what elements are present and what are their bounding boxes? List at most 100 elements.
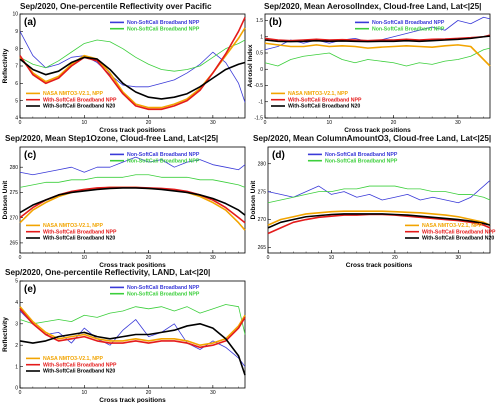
chart-a-series-0-line [19, 31, 246, 103]
chart-a-series-3-line [19, 17, 246, 111]
chart-b-legend-entry: NASA NMTO3-V2.1, NPP [288, 91, 348, 97]
chart-e-xlabel: Cross track positions [99, 397, 166, 403]
chart-e-series-2-line [19, 306, 246, 347]
chart-c-legend-entry: With-SoftCali Broadband N20 [43, 236, 115, 242]
chart-b-xtick-label-0: 0 [264, 120, 267, 126]
chart-c-xtick-label-2: 20 [146, 255, 152, 261]
chart-c-xlabel: Cross track positions [99, 262, 166, 269]
chart-b-ytick-label-6: 1.5 [256, 18, 263, 24]
chart-b-xtick-label-2: 20 [391, 120, 397, 126]
chart-e-ylabel: Reflectivity [2, 317, 9, 352]
chart-b-xlabel: Cross track positions [344, 127, 411, 134]
chart-a-xtick-label-1: 10 [82, 120, 88, 126]
chart-a-series-4-line [19, 56, 246, 100]
chart-a-series-1-line [19, 39, 246, 72]
chart-d-xtick-label-0: 0 [267, 255, 270, 261]
chart-b-legend-entry: With-SoftCali Broadband NPP [288, 97, 362, 103]
chart-e-xtick-label-3: 30 [210, 390, 216, 396]
chart-a-xlabel: Cross track positions [99, 127, 166, 134]
chart-d-legend-entry: With-SoftCali Broadband NPP [422, 229, 496, 235]
chart-b-legend-entry: With-SoftCali Broadband N20 [288, 104, 360, 110]
chart-d-legend-entry: Non-SoftCali Broadband NPP [325, 152, 398, 158]
chart-c-series-3-line [19, 186, 246, 224]
chart-a-xtick-label-0: 0 [19, 120, 22, 126]
chart-d-ytick-label-2: 275 [258, 189, 267, 195]
chart-c-ytick-label-0: 265 [10, 241, 19, 247]
chart-a-xtick-label-3: 30 [210, 120, 216, 126]
chart-c-series-0-line [19, 156, 246, 176]
chart-e-ytick-label-2: 2 [15, 343, 18, 349]
chart-b-ytick-label-1: -1 [259, 99, 264, 105]
chart-e-ytick-label-5: 5 [15, 279, 18, 285]
chart-b-ytick-label-2: -0.5 [254, 83, 263, 89]
chart-d-legend-entry: NASA NMTO3-V2.1, NPP [422, 223, 482, 229]
chart-e-ytick-label-1: 1 [15, 364, 18, 370]
chart-b-series-1-line [264, 47, 491, 67]
chart-a-title: Sep/2020, One-percentile Reflectivity ov… [20, 2, 212, 11]
chart-c-title: Sep/2020, Mean Step1Ozone, Cloud-free La… [5, 134, 218, 143]
chart-a-ytick-label-6: 10 [12, 12, 18, 18]
chart-c-ytick-label-1: 270 [10, 215, 19, 221]
chart-b-legend-entry: Non-SoftCali Broadband NPP [372, 26, 445, 32]
chart-e-xtick-label-2: 20 [146, 390, 152, 396]
chart-c-legend-entry: With-SoftCali Broadband NPP [43, 229, 117, 235]
chart-d-series-1-line [267, 185, 491, 204]
chart-c-xtick-label-1: 10 [82, 255, 88, 261]
chart-e-legend-entry: Non-SoftCali Broadband NPP [127, 285, 200, 291]
chart-c-plot-frame [19, 146, 246, 254]
chart-c-panel-label: (c) [24, 150, 36, 161]
chart-a-legend-entry: With-SoftCali Broadband NPP [43, 97, 117, 103]
chart-c-xtick-label-0: 0 [19, 255, 22, 261]
chart-b-ytick-label-4: 0.5 [256, 51, 263, 57]
chart-d-xtick-label-1: 10 [329, 255, 335, 261]
chart-e-panel-label: (e) [24, 284, 36, 295]
chart-e-series-1-line [19, 304, 246, 335]
chart-c-series-1-line [19, 174, 246, 188]
chart-d-series-2-line [267, 210, 491, 226]
chart-d-xlabel: Cross track positions [346, 262, 413, 269]
chart-b-ylabel: Aerosol Index [247, 44, 254, 87]
chart-d-ytick-label-0: 265 [258, 245, 267, 251]
chart-d-ytick-label-1: 270 [258, 217, 267, 223]
chart-c-ytick-label-3: 280 [10, 165, 19, 171]
chart-d-legend-entry: Non-SoftCali Broadband NPP [325, 158, 398, 164]
chart-c-series-4-line [19, 187, 246, 216]
chart-d-panel-label: (d) [272, 150, 285, 161]
chart-a-legend-entry: With-SoftCali Broadband N20 [43, 104, 115, 110]
chart-e-legend-entry: NASA NMTO3-V2.1, NPP [43, 356, 103, 362]
chart-b-title: Sep/2020, Mean AerosolIndex, Cloud-free … [264, 2, 481, 11]
chart-a-ytick-label-5: 9 [15, 29, 18, 35]
chart-b-ytick-label-5: 1 [260, 34, 263, 40]
chart-c-legend-entry: Non-SoftCali Broadband NPP [127, 152, 200, 158]
chart-d-xtick-label-2: 20 [392, 255, 398, 261]
chart-c-legend-entry: NASA NMTO3-V2.1, NPP [43, 223, 103, 229]
chart-a-ytick-label-4: 8 [15, 46, 18, 52]
chart-e-series-0-line [19, 310, 246, 367]
chart-e-series-4-line [19, 322, 246, 376]
chart-a-xtick-label-2: 20 [146, 120, 152, 126]
chart-e-ytick-label-0: 0 [15, 386, 18, 392]
chart-d-ytick-label-3: 280 [258, 161, 267, 167]
chart-d-series-0-line [267, 180, 491, 204]
chart-c-xtick-label-3: 30 [210, 255, 216, 261]
chart-c-legend-entry: Non-SoftCali Broadband NPP [127, 158, 200, 164]
chart-d-xtick-label-3: 30 [456, 255, 462, 261]
chart-c-ylabel: Dobson Unit [2, 180, 9, 219]
chart-a-ytick-label-0: 4 [15, 116, 18, 122]
chart-d-title: Sep/2020, Mean ColumnAmountO3, Cloud-fre… [253, 134, 491, 143]
chart-a-ylabel: Reflectivity [2, 48, 9, 83]
chart-e-legend-entry: With-SoftCali Broadband NPP [43, 362, 117, 368]
chart-b-ytick-label-3: 0 [260, 67, 263, 73]
chart-b-ytick-label-0: -1.5 [254, 116, 263, 122]
chart-a-legend-entry: Non-SoftCali Broadband NPP [127, 20, 200, 26]
chart-d-legend-entry: With-SoftCali Broadband N20 [422, 236, 494, 242]
chart-b-series-4-line [264, 35, 491, 43]
chart-a-ytick-label-1: 5 [15, 98, 18, 104]
chart-b-series-3-line [264, 34, 491, 42]
chart-e-xtick-label-0: 0 [19, 390, 22, 396]
chart-e-legend-entry: With-SoftCali Broadband N20 [43, 369, 115, 375]
chart-b-legend-entry: Non-SoftCali Broadband NPP [372, 20, 445, 26]
chart-b-panel-label: (b) [269, 17, 282, 28]
chart-a-ytick-label-3: 7 [15, 64, 18, 70]
